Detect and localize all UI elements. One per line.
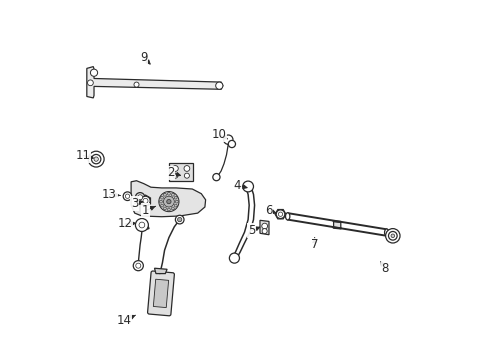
Circle shape	[212, 174, 220, 181]
Circle shape	[135, 193, 144, 202]
Circle shape	[175, 215, 183, 224]
Circle shape	[136, 263, 141, 268]
Text: 2: 2	[166, 166, 174, 179]
Text: 4: 4	[233, 179, 241, 192]
Circle shape	[94, 157, 98, 161]
Text: 1: 1	[142, 204, 149, 217]
Circle shape	[87, 80, 93, 86]
Text: 6: 6	[264, 204, 272, 217]
Polygon shape	[333, 221, 340, 229]
Circle shape	[125, 194, 129, 198]
Circle shape	[385, 229, 399, 243]
Circle shape	[175, 200, 178, 203]
Circle shape	[278, 212, 282, 216]
Circle shape	[160, 204, 163, 207]
Circle shape	[163, 207, 166, 210]
Circle shape	[142, 198, 148, 203]
Bar	[153, 279, 168, 307]
Circle shape	[166, 199, 171, 204]
Circle shape	[223, 135, 232, 144]
Ellipse shape	[285, 213, 289, 220]
Circle shape	[167, 208, 170, 211]
Circle shape	[229, 253, 239, 263]
Ellipse shape	[384, 229, 388, 236]
Circle shape	[174, 204, 177, 207]
Polygon shape	[168, 163, 193, 181]
Circle shape	[133, 261, 143, 271]
Circle shape	[183, 166, 189, 171]
Polygon shape	[139, 224, 149, 230]
Circle shape	[90, 69, 98, 76]
Circle shape	[167, 192, 170, 195]
Circle shape	[387, 231, 396, 240]
Circle shape	[137, 195, 142, 200]
Text: 13: 13	[102, 188, 117, 201]
Circle shape	[163, 193, 166, 196]
Text: 14: 14	[116, 314, 131, 327]
Circle shape	[123, 192, 132, 201]
Polygon shape	[87, 67, 223, 98]
Polygon shape	[275, 210, 285, 219]
Circle shape	[141, 196, 150, 206]
Circle shape	[228, 140, 235, 148]
Text: 3: 3	[131, 197, 138, 210]
Text: 7: 7	[310, 238, 318, 251]
Text: 11: 11	[76, 149, 91, 162]
Circle shape	[215, 82, 223, 89]
Circle shape	[262, 229, 266, 234]
FancyBboxPatch shape	[147, 271, 174, 316]
Circle shape	[163, 196, 174, 207]
Circle shape	[159, 192, 179, 212]
Circle shape	[135, 219, 148, 231]
Circle shape	[171, 193, 174, 196]
Text: 9: 9	[140, 51, 147, 64]
Circle shape	[172, 166, 178, 171]
Circle shape	[159, 200, 162, 203]
Polygon shape	[131, 181, 205, 217]
Circle shape	[172, 173, 178, 178]
Circle shape	[242, 181, 253, 192]
Text: 10: 10	[211, 129, 226, 141]
Circle shape	[276, 210, 284, 219]
Circle shape	[160, 196, 163, 199]
Circle shape	[261, 223, 267, 229]
Circle shape	[134, 82, 139, 87]
Circle shape	[390, 234, 394, 238]
Circle shape	[184, 173, 189, 178]
Text: 5: 5	[247, 224, 255, 237]
Circle shape	[139, 222, 144, 228]
Circle shape	[91, 154, 101, 164]
Polygon shape	[140, 195, 150, 207]
Circle shape	[88, 151, 104, 167]
Circle shape	[174, 196, 177, 199]
Text: 8: 8	[381, 262, 388, 275]
Circle shape	[177, 217, 182, 222]
Polygon shape	[260, 220, 268, 235]
Text: 12: 12	[117, 217, 132, 230]
Circle shape	[171, 207, 174, 210]
Polygon shape	[154, 268, 167, 274]
